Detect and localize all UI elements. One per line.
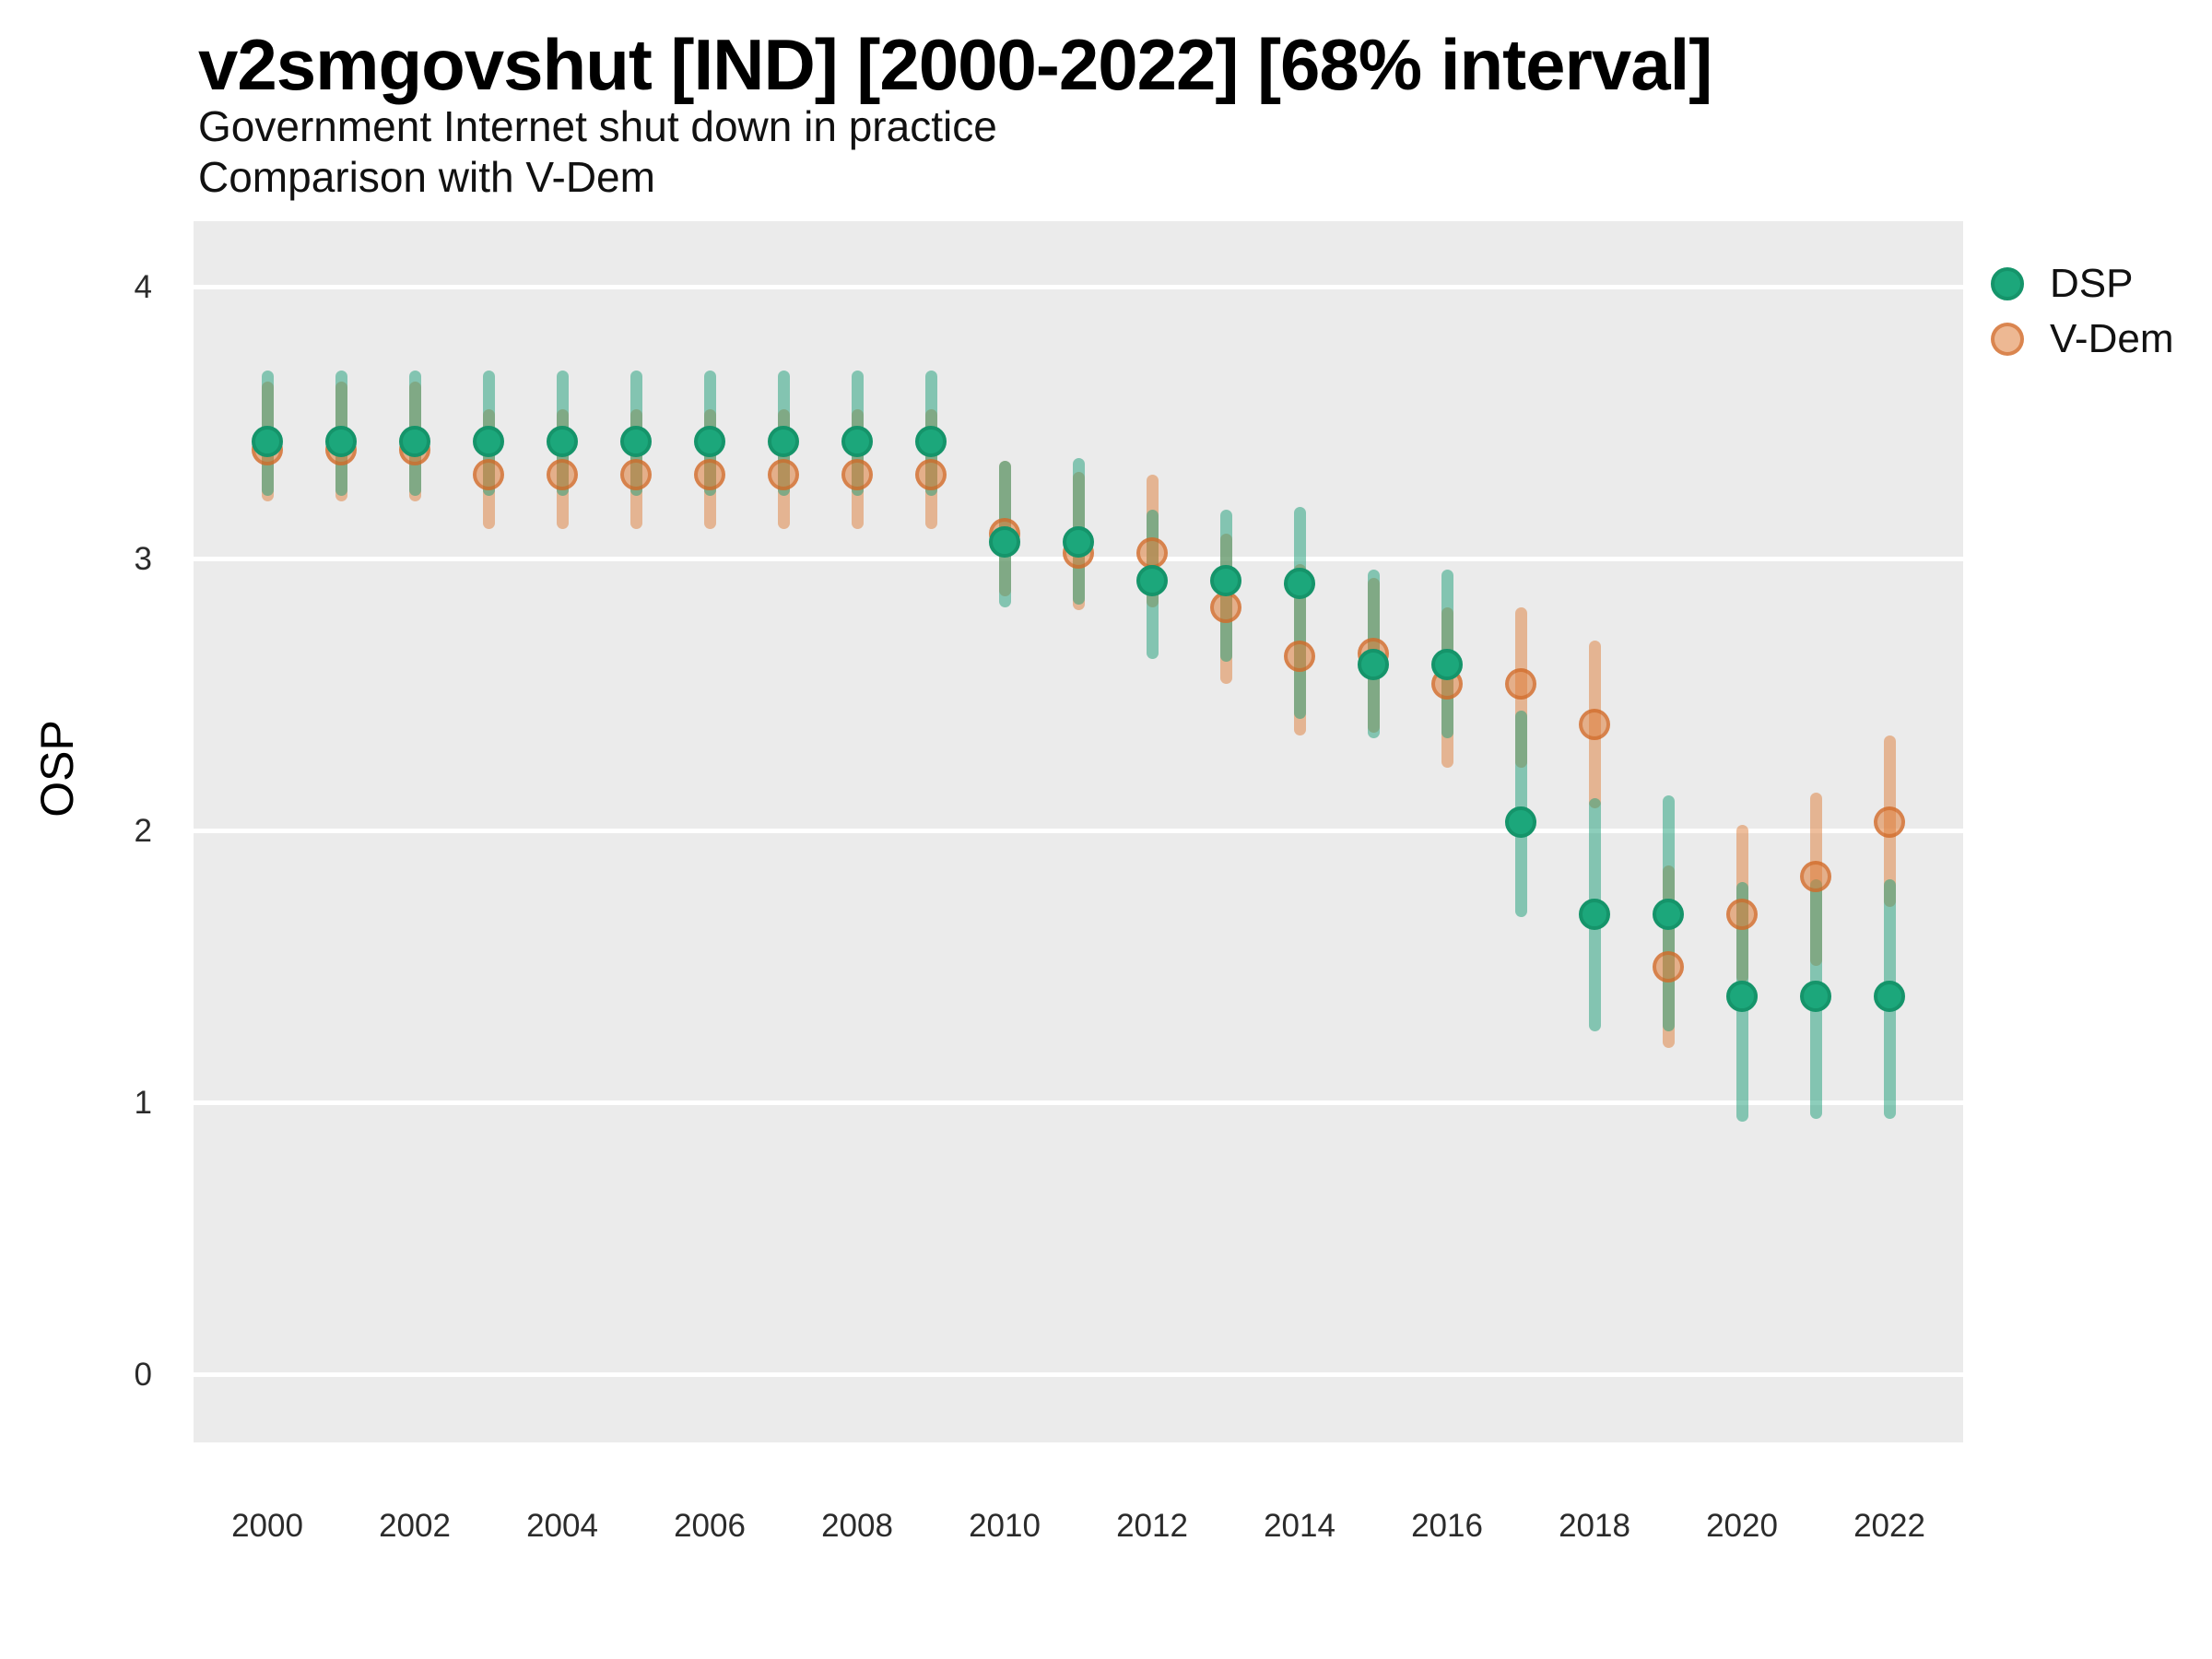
point-dsp bbox=[1284, 567, 1315, 599]
y-tick-label: 3 bbox=[134, 541, 152, 577]
x-tick-label: 2022 bbox=[1853, 1508, 1925, 1544]
point-vdem bbox=[841, 458, 873, 490]
x-tick-label: 2006 bbox=[674, 1508, 746, 1544]
point-vdem bbox=[1210, 592, 1241, 624]
point-dsp bbox=[915, 426, 947, 458]
point-dsp bbox=[1579, 899, 1610, 931]
gridline-y-1 bbox=[194, 1100, 1963, 1105]
gridline-y-2 bbox=[194, 828, 1963, 833]
point-dsp bbox=[399, 426, 430, 458]
x-tick-label: 2016 bbox=[1411, 1508, 1483, 1544]
point-vdem bbox=[1800, 861, 1831, 893]
point-dsp bbox=[547, 426, 578, 458]
point-dsp bbox=[1726, 980, 1758, 1012]
point-dsp bbox=[768, 426, 799, 458]
x-tick-label: 2010 bbox=[969, 1508, 1041, 1544]
chart-subtitle: Government Internet shut down in practic… bbox=[198, 102, 997, 150]
point-dsp bbox=[841, 426, 873, 458]
x-tick-label: 2014 bbox=[1264, 1508, 1335, 1544]
x-tick-label: 2012 bbox=[1116, 1508, 1188, 1544]
x-tick-label: 2000 bbox=[231, 1508, 303, 1544]
y-tick-label: 4 bbox=[134, 269, 152, 305]
plot-panel bbox=[194, 221, 1963, 1442]
point-dsp bbox=[620, 426, 652, 458]
point-vdem bbox=[620, 458, 652, 490]
point-vdem bbox=[1579, 708, 1610, 740]
point-dsp bbox=[1800, 980, 1831, 1012]
point-vdem bbox=[1726, 899, 1758, 931]
point-vdem bbox=[1136, 537, 1168, 570]
legend-label-vdem: V-Dem bbox=[2050, 316, 2174, 361]
point-dsp bbox=[1063, 526, 1094, 559]
x-tick-label: 2004 bbox=[526, 1508, 598, 1544]
point-vdem bbox=[1505, 667, 1536, 700]
gridline-y-0 bbox=[194, 1371, 1963, 1377]
point-vdem bbox=[1874, 806, 1905, 839]
point-vdem bbox=[1653, 950, 1684, 982]
point-dsp bbox=[325, 426, 357, 458]
x-tick-label: 2020 bbox=[1706, 1508, 1778, 1544]
chart-subtitle-comparison: Comparison with V-Dem bbox=[198, 153, 655, 201]
legend-item-vdem: V-Dem bbox=[1991, 312, 2173, 367]
error-bar-dsp bbox=[1293, 506, 1306, 720]
x-tick-label: 2008 bbox=[821, 1508, 893, 1544]
legend-item-dsp: DSP bbox=[1991, 256, 2173, 312]
x-tick-label: 2018 bbox=[1559, 1508, 1630, 1544]
point-dsp bbox=[694, 426, 725, 458]
point-dsp bbox=[1358, 649, 1389, 681]
point-vdem bbox=[768, 458, 799, 490]
point-dsp bbox=[989, 526, 1020, 559]
point-vdem bbox=[473, 458, 504, 490]
point-dsp bbox=[252, 426, 283, 458]
point-vdem bbox=[694, 458, 725, 490]
point-vdem bbox=[547, 458, 578, 490]
point-dsp bbox=[1136, 564, 1168, 596]
point-dsp bbox=[473, 426, 504, 458]
point-dsp bbox=[1653, 899, 1684, 931]
point-dsp bbox=[1210, 564, 1241, 596]
y-tick-label: 2 bbox=[134, 813, 152, 849]
x-tick-label: 2002 bbox=[379, 1508, 451, 1544]
gridline-y-4 bbox=[194, 284, 1963, 289]
legend-label-dsp: DSP bbox=[2050, 261, 2134, 306]
point-dsp bbox=[1874, 980, 1905, 1012]
point-vdem bbox=[1284, 641, 1315, 673]
legend-dot-dsp-icon bbox=[1991, 267, 2024, 300]
legend-dot-vdem-icon bbox=[1991, 323, 2024, 356]
legend: DSP V-Dem bbox=[1991, 256, 2173, 367]
point-dsp bbox=[1431, 649, 1463, 681]
y-axis-title: OSP bbox=[31, 720, 83, 818]
y-tick-label: 0 bbox=[134, 1357, 152, 1393]
y-tick-label: 1 bbox=[134, 1085, 152, 1121]
chart-title: v2smgovshut [IND] [2000-2022] [68% inter… bbox=[198, 24, 1712, 105]
point-dsp bbox=[1505, 806, 1536, 839]
point-vdem bbox=[915, 458, 947, 490]
